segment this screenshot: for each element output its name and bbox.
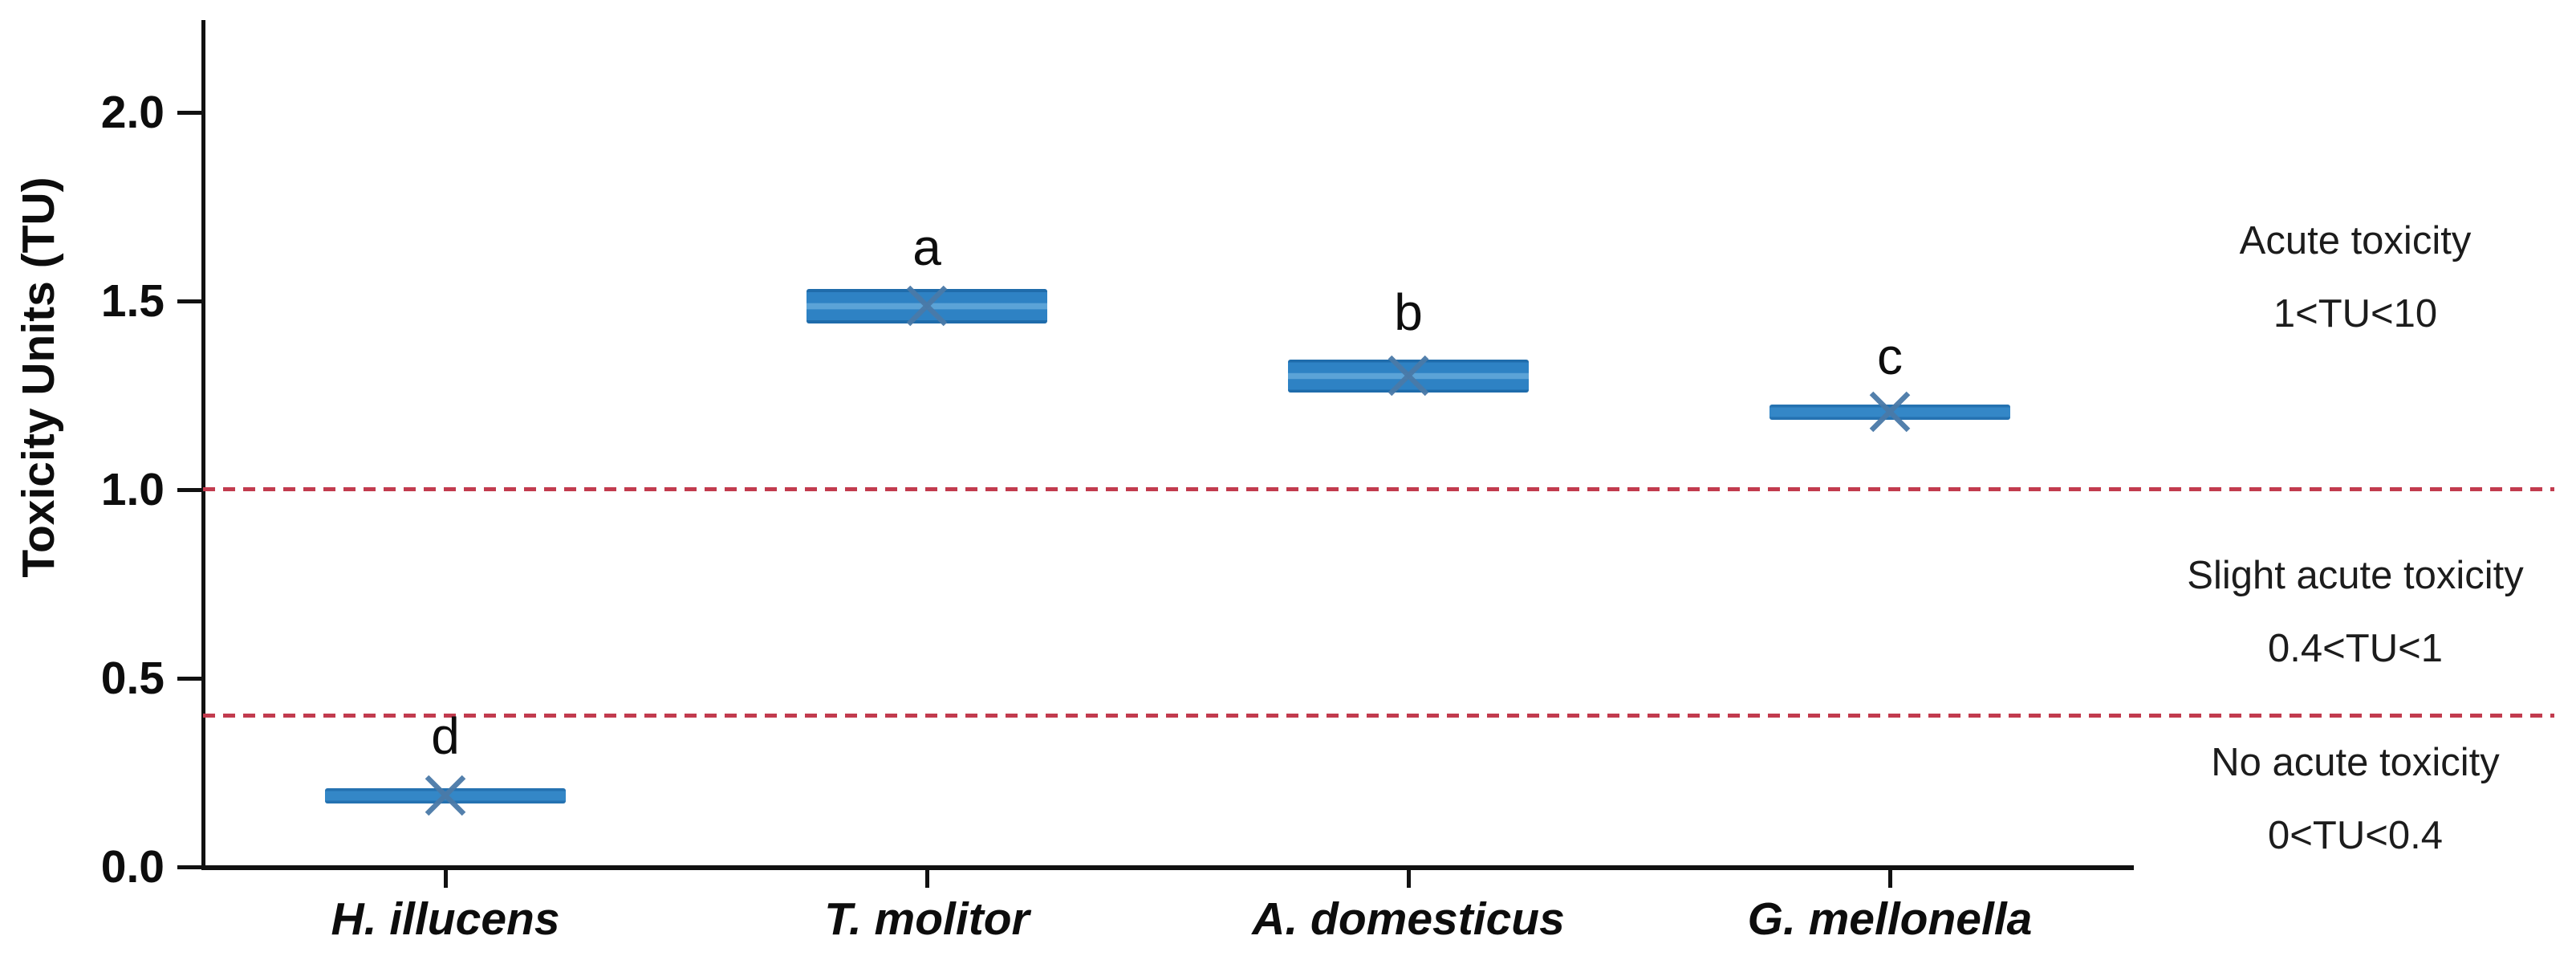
- y-tick-label-0.0: 0.0: [100, 841, 165, 893]
- y-axis-title: Toxicity Units (TU): [13, 177, 64, 578]
- zone-no-acute-toxicity-range: 0<TU<0.4: [2268, 814, 2443, 857]
- y-tick-0.0: [177, 865, 202, 869]
- zone-acute-toxicity-range: 1<TU<10: [2273, 292, 2438, 336]
- zone-slight-acute-toxicity-range: 0.4<TU<1: [2268, 627, 2443, 670]
- mean-x-marker-g-mellonella: [1869, 391, 1911, 433]
- y-tick-1.5: [177, 299, 202, 303]
- x-label-h-illucens: H. illucens: [331, 893, 560, 945]
- zone-slight-acute-toxicity: Slight acute toxicity 0.4<TU<1: [2123, 539, 2576, 685]
- x-label-g-mellonella: G. mellonella: [1747, 893, 2033, 945]
- x-tick-h-illucens: [444, 870, 448, 888]
- zone-no-acute-toxicity: No acute toxicity 0<TU<0.4: [2123, 726, 2576, 873]
- x-label-t-molitor: T. molitor: [824, 893, 1030, 945]
- sig-label-c: c: [1877, 327, 1903, 385]
- zone-no-acute-toxicity-title: No acute toxicity: [2211, 741, 2500, 784]
- zone-acute-toxicity: Acute toxicity 1<TU<10: [2123, 205, 2576, 351]
- y-axis-line: [201, 20, 205, 869]
- zone-acute-toxicity-title: Acute toxicity: [2239, 219, 2472, 262]
- mean-x-marker-a-domesticus: [1388, 355, 1429, 397]
- reference-line-tu-1.0: [203, 487, 2554, 491]
- zone-slight-acute-toxicity-title: Slight acute toxicity: [2187, 554, 2524, 597]
- mean-x-marker-h-illucens: [425, 775, 466, 816]
- x-tick-t-molitor: [925, 870, 929, 888]
- mean-x-marker-t-molitor: [906, 285, 948, 327]
- x-label-a-domesticus: A. domesticus: [1252, 893, 1565, 945]
- x-tick-g-mellonella: [1888, 870, 1892, 888]
- sig-label-d: d: [431, 707, 460, 765]
- y-tick-label-1.5: 1.5: [100, 275, 165, 327]
- sig-label-b: b: [1394, 283, 1423, 341]
- y-tick-1.0: [177, 488, 202, 492]
- x-axis-line: [201, 865, 2134, 870]
- y-tick-label-0.5: 0.5: [100, 653, 165, 704]
- reference-line-tu-0.4: [203, 714, 2554, 718]
- y-tick-0.5: [177, 677, 202, 681]
- x-tick-a-domesticus: [1407, 870, 1411, 888]
- y-tick-2.0: [177, 111, 202, 115]
- y-tick-label-1.0: 1.0: [100, 464, 165, 515]
- y-tick-label-2.0: 2.0: [100, 87, 165, 138]
- sig-label-a: a: [912, 218, 941, 276]
